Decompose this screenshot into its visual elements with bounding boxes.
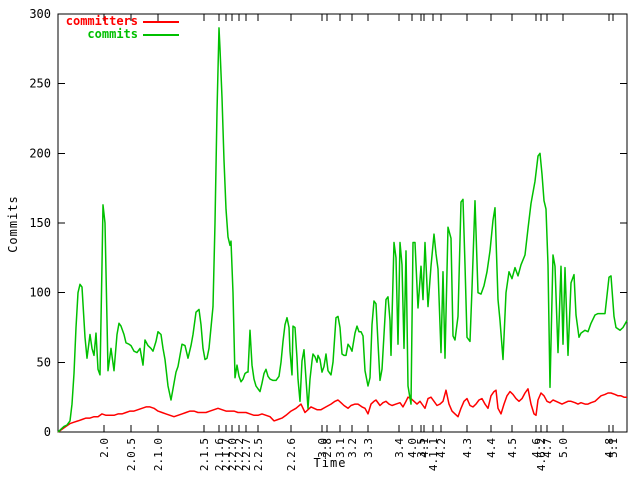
legend: committers commits (58, 15, 179, 41)
x-tick-label: 2.2.0 (226, 438, 239, 471)
y-tick-label: 250 (29, 77, 51, 91)
legend-label-commits: commits (87, 27, 138, 41)
x-tick-label: 2.1.0 (152, 438, 165, 471)
x-tick-label: 5.0 (557, 438, 570, 458)
x-tick-label: 2.0.5 (125, 438, 138, 471)
x-tick-label: 4.0 (406, 438, 419, 458)
x-tick-label: 2.0 (98, 438, 111, 458)
x-tick-label: 4.5 (506, 438, 519, 458)
x-tick-label: 2.2.6 (285, 438, 298, 471)
commits-line (57, 27, 628, 433)
legend-item-commits: commits (58, 28, 179, 41)
x-tick-label: 3.4 (393, 438, 406, 458)
x-tick-label: 2.1.5 (198, 438, 211, 471)
y-tick-label: 0 (44, 425, 51, 439)
y-tick-label: 200 (29, 146, 51, 160)
legend-item-committers: committers (58, 15, 179, 28)
x-tick-label: 5.1 (607, 438, 620, 458)
x-tick-label: 2.2.5 (252, 438, 265, 471)
y-axis-title: Commits (6, 195, 20, 253)
x-tick-label: 2.1.6 (213, 438, 226, 471)
commits-line-sample-icon (143, 33, 179, 36)
x-tick-label: 2.2.2 (233, 438, 246, 471)
x-tick-label: 3.1 (334, 438, 347, 458)
x-axis-title: Time (313, 456, 347, 470)
x-tick-label: 4.6.2 (535, 438, 548, 471)
x-tick-label: 4.4 (485, 438, 498, 458)
y-tick-label: 100 (29, 286, 51, 300)
x-tick-label: 3.0 (316, 438, 329, 458)
x-tick-label: 4.1 (418, 438, 431, 458)
x-tick-label: 4.8 (603, 438, 616, 458)
legend-label-committers: committers (65, 14, 138, 28)
y-tick-label: 300 (29, 7, 51, 21)
y-tick-label: 150 (29, 216, 51, 230)
x-tick-label: 4.7 (541, 438, 554, 458)
y-tick-label: 50 (37, 355, 51, 369)
x-tick-label: 3.3 (362, 438, 375, 458)
plot-border (57, 13, 628, 433)
committers-line-sample-icon (143, 20, 179, 23)
x-tick-label: 4.3 (461, 438, 474, 458)
x-tick-label: 4.1.1 (427, 438, 440, 471)
x-tick-label: 3.5 (415, 438, 428, 458)
x-tick-label: 4.6 (530, 438, 543, 458)
x-tick-label: 3.2 (346, 438, 359, 458)
committers-line (57, 388, 627, 433)
x-tick-label: 2.8 (321, 438, 334, 458)
x-tick-label: 2.2.7 (240, 438, 253, 471)
x-tick-label: 2.1.7 (220, 438, 233, 471)
x-tick-label: 4.2 (435, 438, 448, 458)
